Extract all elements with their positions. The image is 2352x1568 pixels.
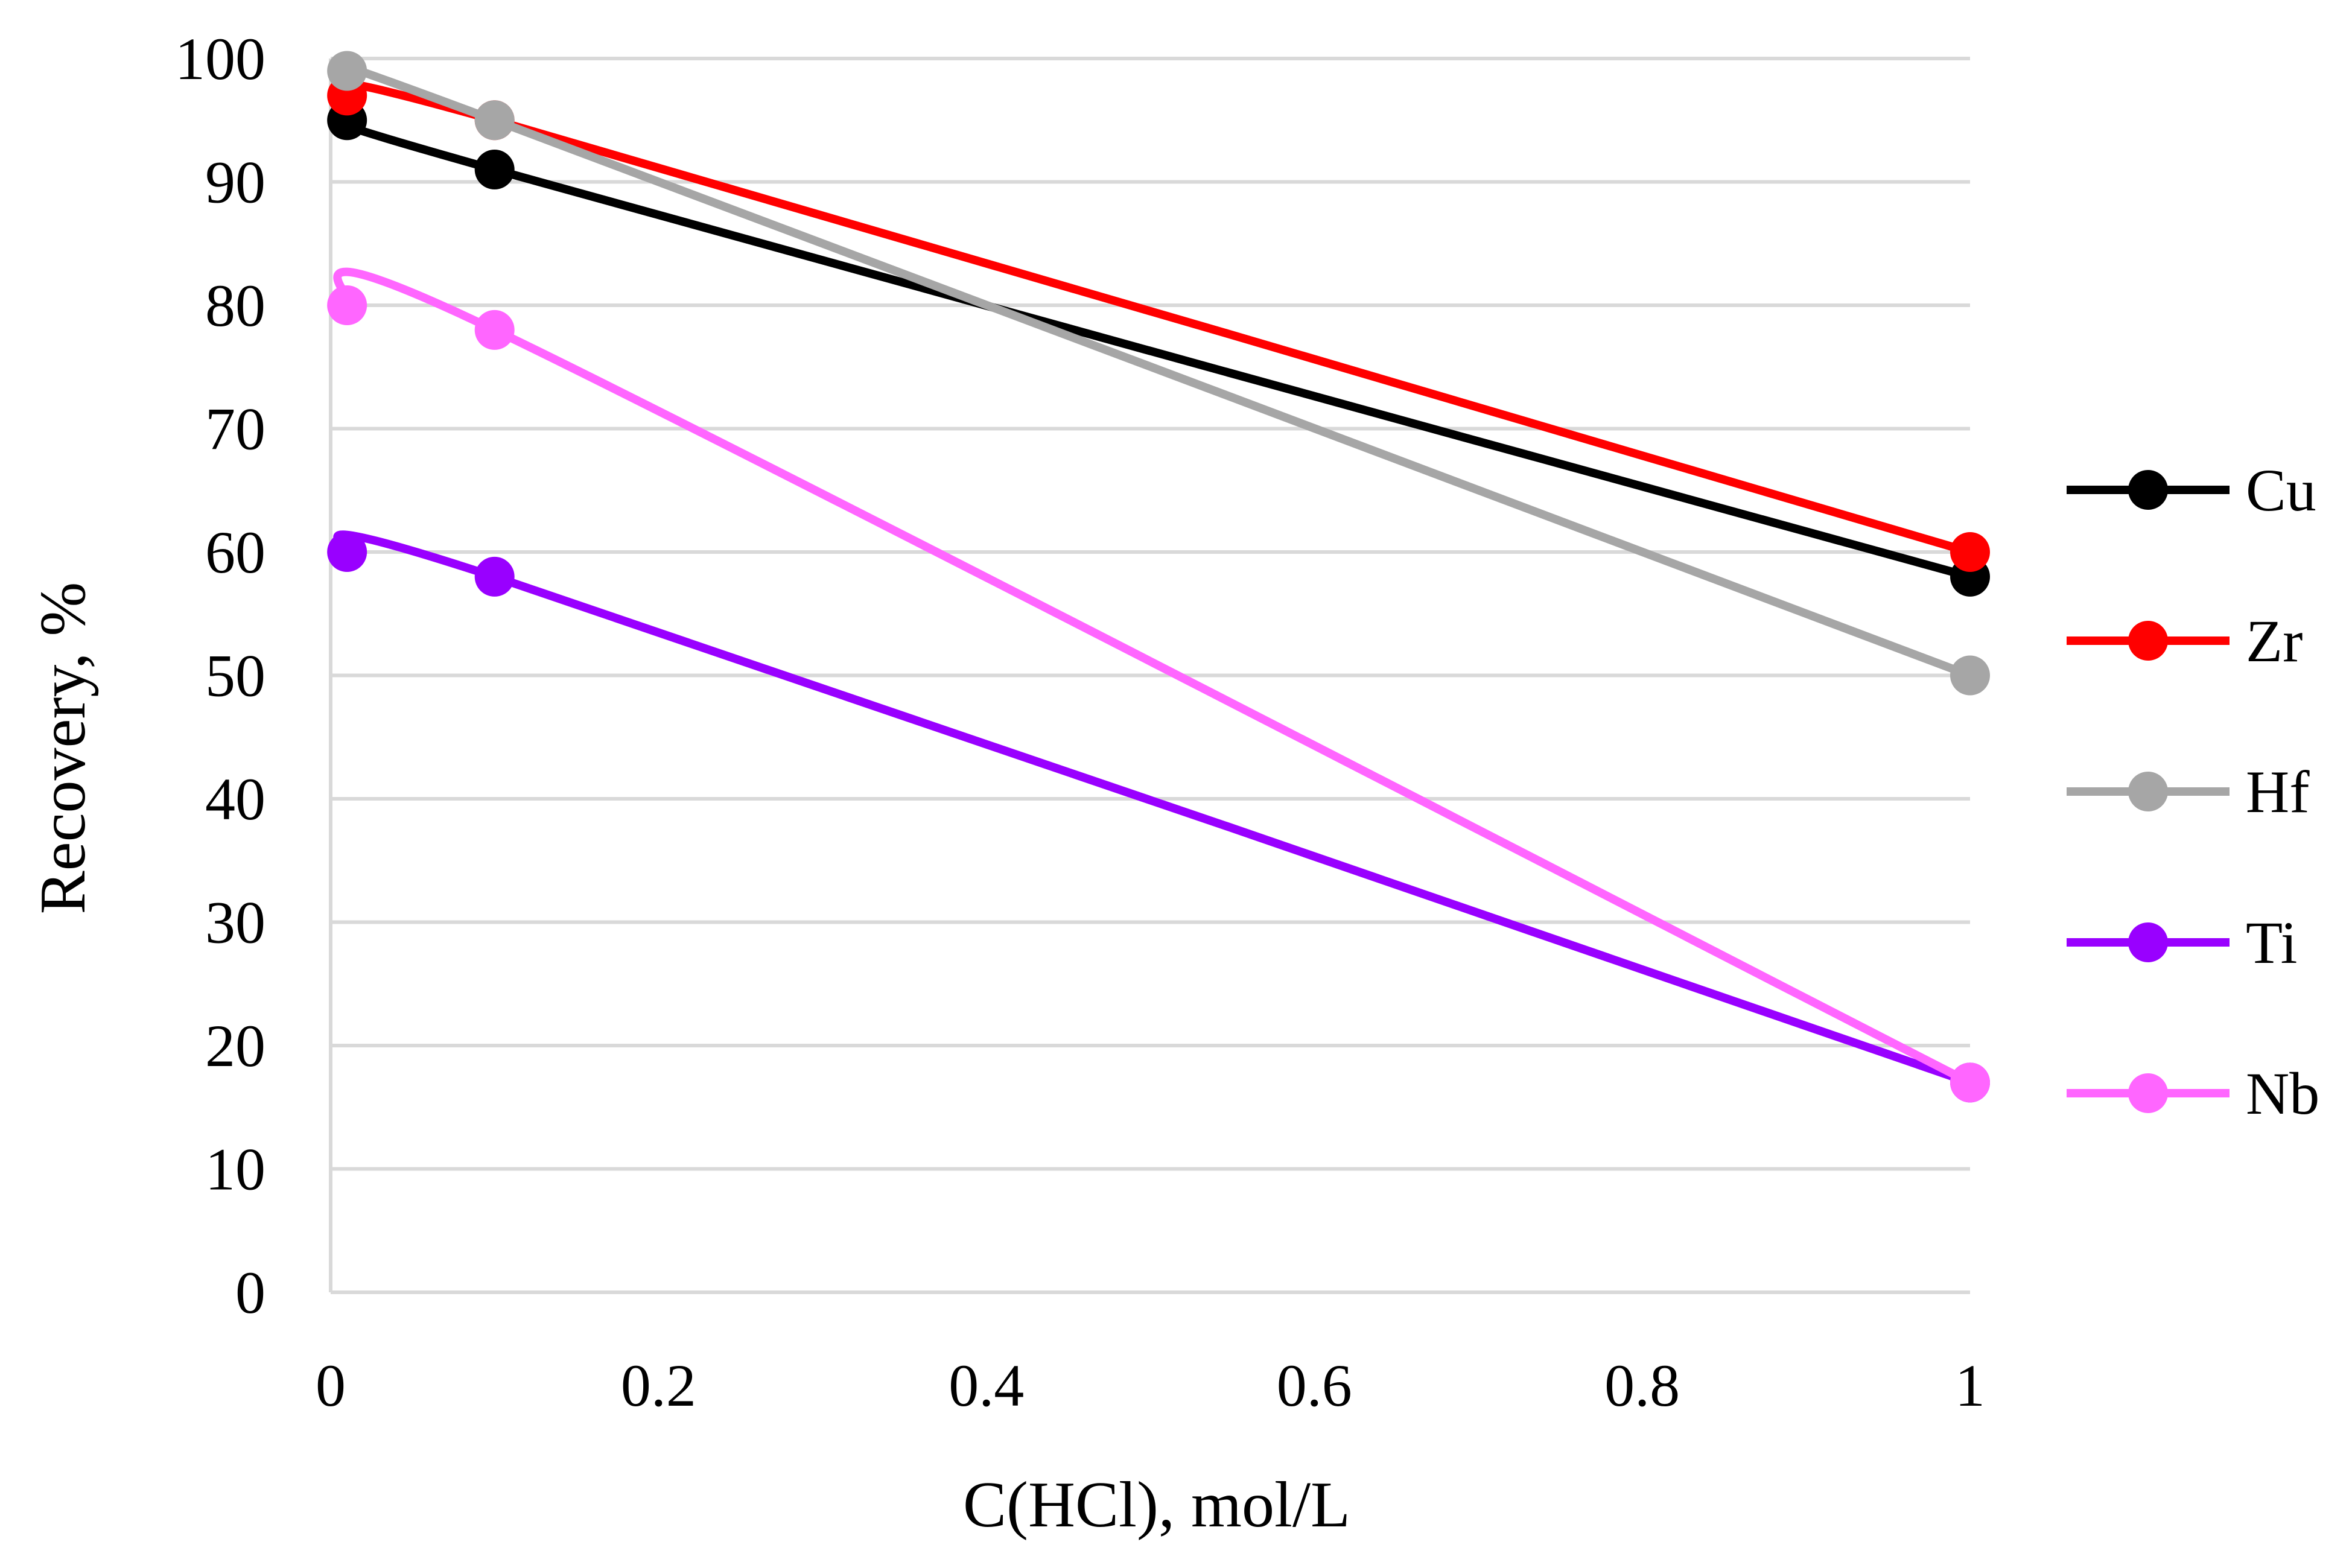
data-point (327, 285, 367, 325)
series-cu (327, 100, 1990, 597)
data-point (1950, 655, 1990, 696)
data-point (1950, 1062, 1990, 1103)
series-line (333, 530, 1974, 1087)
x-tick-label: 0 (316, 1352, 346, 1419)
legend-marker (2128, 772, 2168, 811)
series-line (333, 267, 1974, 1087)
axes (329, 59, 1970, 1294)
y-tick-labels: 0 10 20 30 40 50 60 70 80 90 100 (175, 25, 265, 1326)
y-tick-label: 100 (175, 25, 265, 92)
y-tick-label: 80 (205, 272, 265, 339)
gridlines (331, 57, 1970, 1171)
data-point (474, 309, 515, 350)
data-point (327, 51, 367, 91)
data-point (1950, 532, 1990, 572)
y-axis-title: Recovery, % (27, 582, 99, 915)
legend-item-ti: Ti (2067, 909, 2297, 976)
x-tick-label: 1 (1955, 1352, 1985, 1419)
legend: Cu Zr Hf Ti Nb (2067, 457, 2319, 1127)
data-point (474, 556, 515, 597)
x-tick-label: 0.6 (1277, 1352, 1352, 1419)
legend-item-hf: Hf (2067, 758, 2310, 825)
legend-item-zr: Zr (2067, 608, 2303, 674)
legend-item-cu: Cu (2067, 457, 2316, 524)
data-point (327, 532, 367, 572)
x-axis-title: C(HCl), mol/L (963, 1469, 1350, 1541)
y-tick-label: 70 (205, 396, 265, 463)
y-tick-label: 50 (205, 643, 265, 709)
legend-marker (2128, 922, 2168, 962)
data-point (474, 150, 515, 190)
x-tick-label: 0.4 (949, 1352, 1024, 1419)
legend-marker (2128, 470, 2168, 510)
legend-item-nb: Nb (2067, 1060, 2319, 1127)
x-tick-label: 0.2 (621, 1352, 696, 1419)
legend-label: Zr (2246, 608, 2303, 674)
x-tick-labels: 0 0.2 0.4 0.6 0.8 1 (316, 1352, 1985, 1419)
y-tick-label: 40 (205, 766, 265, 833)
y-tick-label: 90 (205, 149, 265, 216)
series-nb (327, 267, 1990, 1103)
legend-label: Nb (2246, 1060, 2319, 1127)
x-tick-label: 0.8 (1604, 1352, 1680, 1419)
y-tick-label: 30 (205, 889, 265, 956)
series-line (333, 116, 1974, 581)
legend-label: Cu (2246, 457, 2316, 524)
data-point (474, 100, 515, 141)
series-ti (327, 530, 1990, 1103)
legend-label: Ti (2246, 909, 2297, 976)
y-tick-label: 0 (235, 1259, 265, 1326)
y-tick-label: 10 (205, 1136, 265, 1203)
series (327, 51, 1990, 1103)
y-tick-label: 20 (205, 1012, 265, 1079)
series-hf (327, 51, 1990, 696)
y-tick-label: 60 (205, 519, 265, 586)
legend-marker (2128, 1073, 2168, 1113)
legend-label: Hf (2246, 758, 2310, 825)
legend-marker (2128, 621, 2168, 661)
